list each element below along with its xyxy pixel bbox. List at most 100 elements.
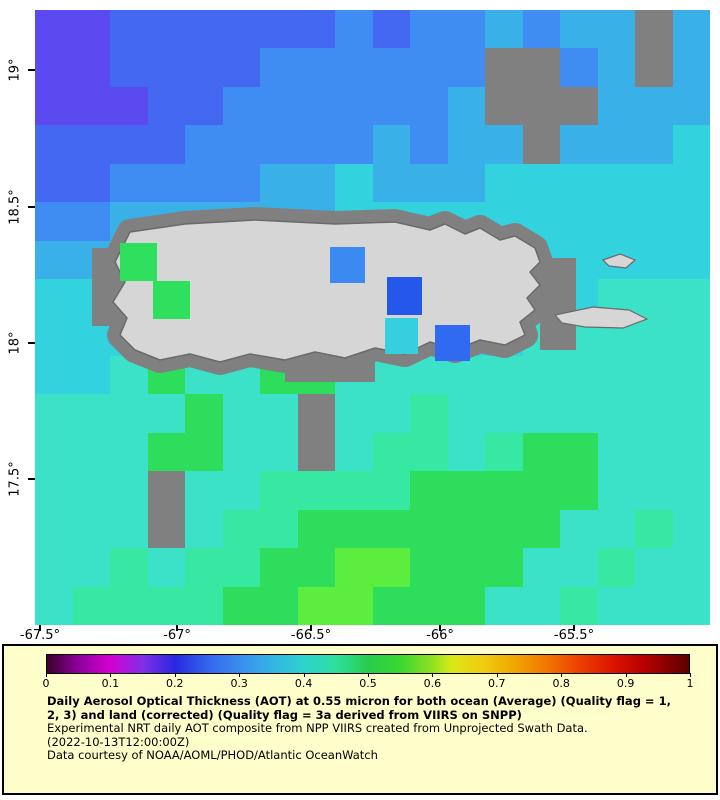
colorbar-tick [174,673,176,677]
aot-grid-cell [410,471,448,510]
aot-grid-cell [635,279,673,318]
aot-grid-cell [72,432,110,472]
aot-grid-cell [597,548,635,587]
aot-grid-cell [522,48,560,87]
legend-title-line2: 2, 3) and land (corrected) (Quality flag… [47,707,522,722]
aot-grid-cell [335,10,373,49]
aot-grid-cell [222,10,260,49]
aot-grid-cell [672,355,710,395]
land-aot-cell [435,325,470,361]
aot-grid-cell [410,432,448,472]
colorbar-tick-label: 0.7 [488,677,506,690]
aot-grid-cell [297,125,335,164]
aot-grid-cell [185,48,223,87]
aot-grid-cell [110,548,148,587]
aot-grid-cell [222,86,260,126]
aot-grid-cell [560,471,598,510]
aot-grid-cell [335,125,373,164]
colorbar-tick-label: 0.4 [294,677,313,690]
aot-grid-cell [635,471,673,510]
aot-grid-cell [35,125,73,164]
aot-grid-cell [597,48,635,87]
aot-grid-cell [35,317,73,356]
aot-grid-cell [222,509,260,549]
aot-grid-cell [672,125,710,164]
aot-grid-cell [560,509,598,549]
aot-grid-cell [560,86,598,126]
aot-grid-cell [260,471,298,510]
aot-grid-cell [447,509,485,549]
aot-grid-cell [672,586,710,625]
aot-grid-cell [260,394,298,433]
aot-grid-cell [522,86,560,126]
lat-axis-label: 19° [7,58,23,82]
aot-grid-cell [447,48,485,87]
lon-axis-tick [439,625,441,631]
aot-grid-cell [147,10,185,49]
colorbar-tick [625,673,627,677]
aot-grid-cell [597,394,635,433]
aot-grid-cell [672,48,710,87]
lat-axis-tick [28,69,35,71]
aot-grid-cell [635,202,673,241]
aot-grid-cell [410,586,448,625]
aot-grid-cell [635,125,673,164]
lat-axis-label: 18.5° [7,189,23,225]
aot-grid-cell [597,202,635,241]
aot-grid-cell [260,163,298,203]
aot-grid-cell [635,163,673,203]
aot-grid-cell [672,432,710,472]
lat-axis-tick [28,342,35,344]
aot-grid-cell [372,548,410,587]
colorbar-tick-label: 0.2 [166,677,184,690]
lon-axis-tick [573,625,575,631]
aot-grid-cell [72,48,110,87]
aot-grid-cell [222,586,260,625]
aot-grid-cell [222,125,260,164]
colorbar-tick-label: 0.3 [230,677,248,690]
colorbar-tick [561,673,563,677]
lat-axis-tick [28,206,35,208]
legend-title-line1: Daily Aerosol Optical Thickness (AOT) at… [47,694,671,708]
aot-grid-cell [372,48,410,87]
aot-grid-cell [35,279,73,318]
aot-grid-cell [447,125,485,164]
aot-grid-cell [147,394,185,433]
aot-grid-cell [185,394,223,433]
aot-grid-cell [185,548,223,587]
aot-grid-cell [372,394,410,433]
aot-grid-cell [560,48,598,87]
aot-grid-cell [297,163,335,203]
aot-grid-cell [335,509,373,549]
aot-grid-cell [72,125,110,164]
aot-grid-cell [147,163,185,203]
aot-grid-cell [185,125,223,164]
aot-grid-cell [297,432,335,472]
aot-grid-cell [335,432,373,472]
aot-grid-cell [72,86,110,126]
land-aot-cell [153,281,190,319]
aot-grid-cell [335,548,373,587]
aot-grid-cell [560,355,598,395]
aot-grid-cell [672,394,710,433]
aot-grid-cell [522,163,560,203]
aot-grid-cell [147,471,185,510]
aot-grid-cell [635,48,673,87]
aot-grid-cell [635,548,673,587]
lat-axis-label: 17.5° [7,461,23,497]
small-island [601,253,637,269]
aot-grid-cell [672,163,710,203]
aot-grid-cell [35,202,73,241]
aot-grid-cell [597,586,635,625]
aot-grid-cell [72,355,110,395]
aot-grid-cell [560,548,598,587]
aot-grid-cell [635,355,673,395]
aot-grid-cell [485,509,523,549]
aot-grid-cell [110,432,148,472]
aot-grid-cell [672,509,710,549]
colorbar-tick [303,673,305,677]
aot-grid-cell [72,471,110,510]
aot-grid-cell [185,586,223,625]
aot-grid-cell [372,86,410,126]
